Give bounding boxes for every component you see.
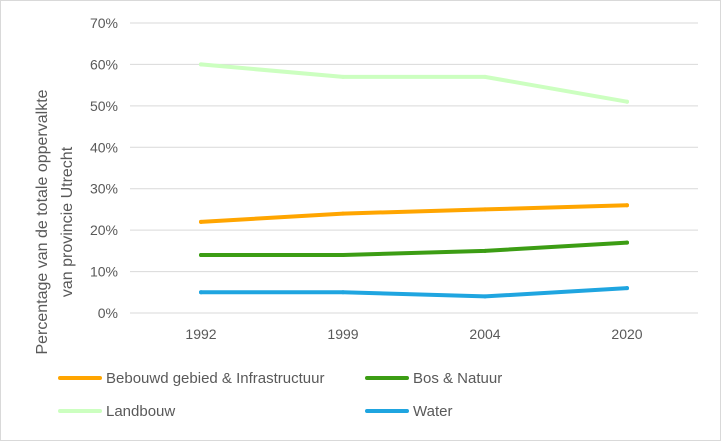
legend-label: Bebouwd gebied & Infrastructuur xyxy=(106,370,324,387)
y-axis-title-line-2: van provincie Utrecht xyxy=(59,146,76,297)
legend-label: Landbouw xyxy=(106,403,175,420)
x-tick-label: 2020 xyxy=(611,326,642,342)
series-line-1 xyxy=(199,203,629,224)
y-tick-label: 50% xyxy=(90,98,118,114)
series-lines xyxy=(199,62,629,299)
data-point xyxy=(483,207,487,212)
x-tick-label: 1992 xyxy=(185,326,216,342)
data-point xyxy=(341,74,345,79)
y-tick-label: 70% xyxy=(90,15,118,31)
y-tick-label: 20% xyxy=(90,222,118,238)
data-point xyxy=(483,248,487,253)
data-point xyxy=(199,290,203,295)
legend: Bebouwd gebied & Infrastructuur Bos & Nat… xyxy=(58,370,502,420)
data-point xyxy=(483,74,487,79)
x-tick-label: 1999 xyxy=(327,326,358,342)
data-point xyxy=(625,99,629,104)
data-point xyxy=(341,290,345,295)
legend-label: Bos & Natuur xyxy=(413,370,502,387)
data-point xyxy=(199,62,203,67)
data-point xyxy=(625,286,629,291)
y-axis-title-line-1: Percentage van de totale oppervalkte xyxy=(34,89,51,354)
legend-label: Water xyxy=(413,403,452,420)
data-point xyxy=(625,203,629,208)
data-point xyxy=(199,219,203,224)
y-tick-label: 0% xyxy=(98,305,118,321)
x-tick-label: 2004 xyxy=(469,326,500,342)
y-tick-label: 60% xyxy=(90,56,118,72)
data-point xyxy=(199,253,203,257)
data-point xyxy=(483,294,487,299)
y-tick-label: 30% xyxy=(90,181,118,197)
series-line-4 xyxy=(199,286,629,299)
x-axis-ticks: 1992 1999 2004 2020 xyxy=(185,326,642,342)
y-tick-label: 40% xyxy=(90,139,118,155)
data-point xyxy=(625,240,629,245)
gridlines xyxy=(130,22,698,314)
y-tick-label: 10% xyxy=(90,264,118,280)
data-point xyxy=(341,253,345,257)
series-line-2 xyxy=(199,240,629,257)
data-point xyxy=(341,211,345,216)
series-line-3 xyxy=(199,62,629,104)
y-axis-ticks: 0% 10% 20% 30% 40% 50% 60% 70% xyxy=(90,15,118,321)
